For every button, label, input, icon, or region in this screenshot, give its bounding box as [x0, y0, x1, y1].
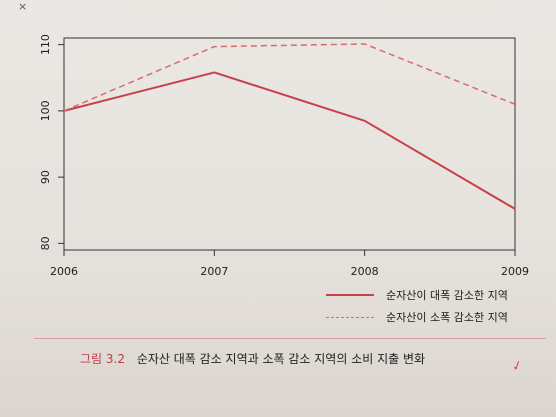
figure-caption-text: 순자산 대폭 감소 지역과 소폭 감소 지역의 소비 지출 변화 — [136, 352, 426, 366]
legend-label-solid: 순자산이 대폭 감소한 지역 — [386, 289, 508, 302]
caption-divider — [34, 338, 546, 339]
chart-legend: 순자산이 대폭 감소한 지역 순자산이 소폭 감소한 지역 — [326, 284, 508, 328]
x-tick-label: 2006 — [50, 265, 78, 278]
figure-caption: 그림 3.2 순자산 대폭 감소 지역과 소폭 감소 지역의 소비 지출 변화 — [80, 350, 425, 367]
y-tick-label: 80 — [39, 236, 52, 250]
top-mark: × — [18, 0, 28, 13]
legend-label-dashed: 순자산이 소폭 감소한 지역 — [386, 311, 508, 324]
legend-swatch-solid — [326, 294, 374, 296]
y-tick-label: 110 — [39, 34, 52, 55]
x-tick-label: 2009 — [501, 265, 529, 278]
x-tick-label: 2007 — [200, 265, 228, 278]
legend-item-solid: 순자산이 대폭 감소한 지역 — [326, 284, 508, 306]
plot-border — [63, 37, 516, 251]
y-tick-label: 100 — [39, 100, 52, 121]
legend-item-dashed: 순자산이 소폭 감소한 지역 — [326, 306, 508, 328]
figure-number: 그림 3.2 — [80, 352, 125, 366]
y-tick-label: 90 — [39, 170, 52, 184]
series-line-minor-decline — [63, 43, 516, 112]
legend-swatch-dashed — [326, 316, 374, 318]
x-tick-label: 2008 — [351, 265, 379, 278]
series-line-major-decline — [63, 71, 516, 210]
